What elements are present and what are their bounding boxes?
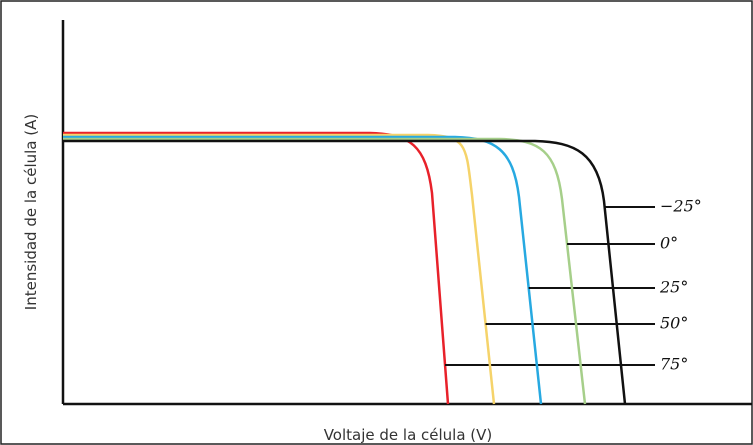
iv-curve (63, 137, 587, 405)
temperature-label: 0° (660, 234, 678, 253)
x-axis-label: Voltaje de la célula (V) (324, 426, 493, 444)
temperature-label: −25° (660, 197, 702, 216)
temperature-label: 50° (660, 314, 688, 333)
temperature-label: 75° (660, 355, 688, 374)
iv-curve (63, 139, 627, 405)
temperature-label: 25° (659, 278, 688, 297)
y-axis-label: Intensidad de la célula (A) (22, 114, 40, 310)
iv-curve (63, 135, 543, 405)
iv-curve (63, 131, 450, 405)
iv-curve (63, 133, 496, 405)
